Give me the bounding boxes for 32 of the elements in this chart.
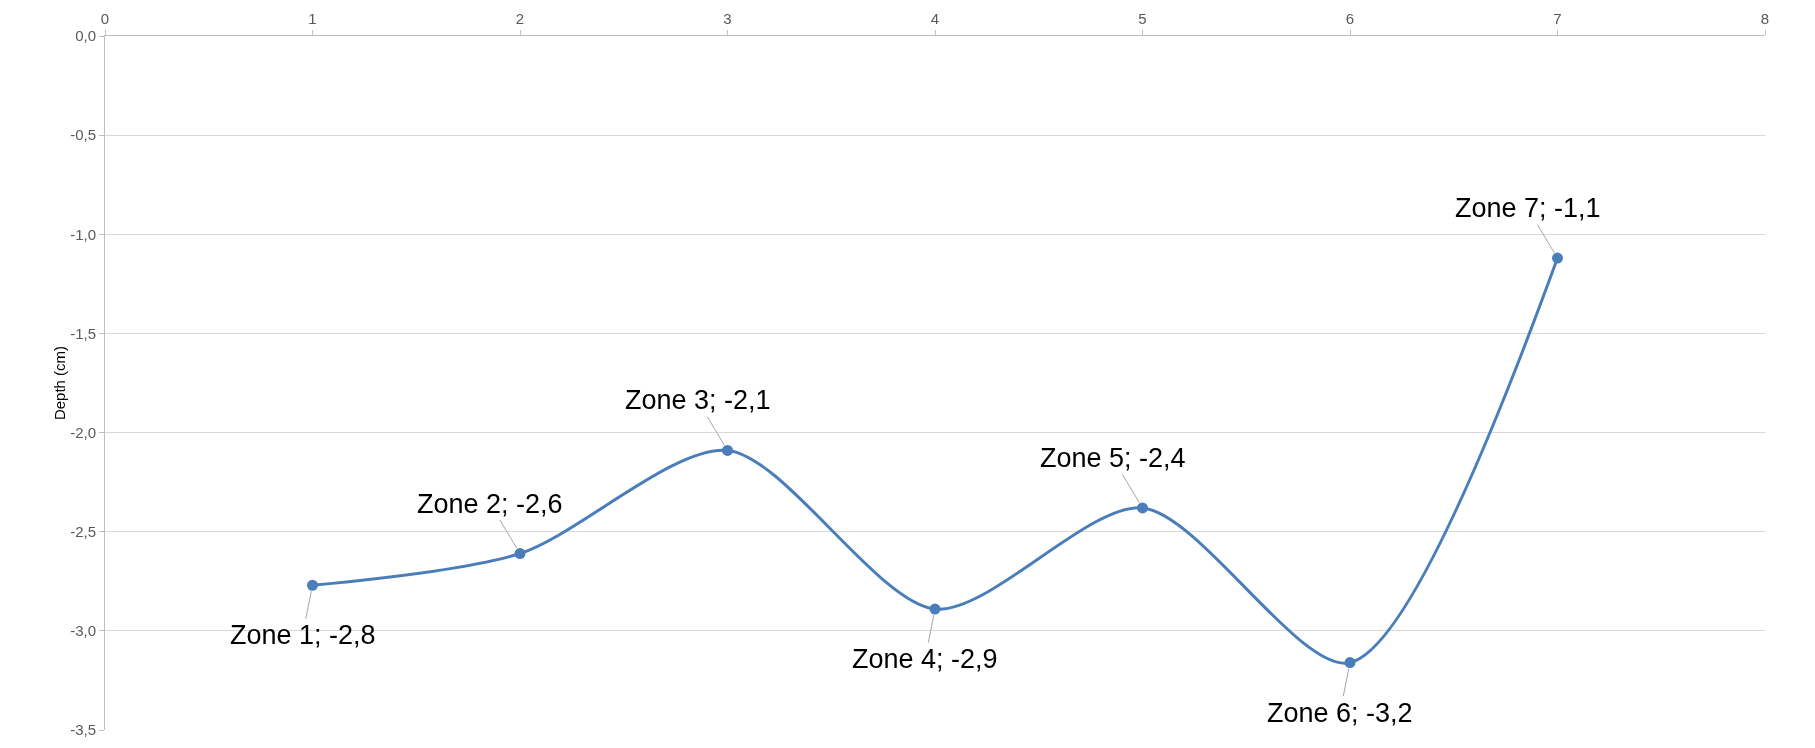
point [929, 603, 941, 615]
y-tick-label: -1,0 [70, 225, 96, 243]
x-tick-label: 7 [1553, 10, 1562, 27]
x-tick-label: 5 [1138, 10, 1147, 27]
point [1344, 657, 1356, 669]
y-tick-label: -1,5 [70, 324, 96, 342]
annotation: Zone 6; -3,2 [1267, 698, 1413, 728]
y-tick-label: -3,5 [70, 721, 96, 739]
x-tick-label: 0 [100, 10, 110, 27]
annotation: Zone 4; -2,9 [852, 644, 998, 674]
y-tick-label: -3,0 [70, 622, 96, 640]
x-tick-label: 8 [1760, 10, 1770, 27]
x-tick-label: 3 [723, 10, 732, 27]
annotation: Zone 3; -2,1 [625, 385, 771, 415]
x-tick-label: 1 [308, 10, 317, 27]
y-tick-label: -0,5 [70, 126, 96, 144]
point [307, 579, 318, 591]
x-tick-label: 4 [930, 10, 940, 27]
x-tick-label: 2 [515, 10, 525, 27]
point [722, 444, 733, 456]
x-tick-label: 6 [1345, 10, 1355, 27]
y-tick-label: -2,5 [70, 522, 96, 540]
point [514, 548, 526, 560]
annotation: Zone 1; -2,8 [230, 620, 376, 650]
y-tick-label: 0,0 [75, 27, 96, 45]
point [1552, 252, 1563, 264]
y-axis-title: Depth (cm) [51, 345, 68, 421]
point [1137, 502, 1148, 514]
annotation: Zone 2; -2,6 [417, 489, 563, 519]
annotation: Zone 5; -2,4 [1040, 443, 1186, 473]
y-tick-label: -2,0 [70, 423, 96, 441]
annotation: Zone 7; -1,1 [1455, 193, 1601, 223]
